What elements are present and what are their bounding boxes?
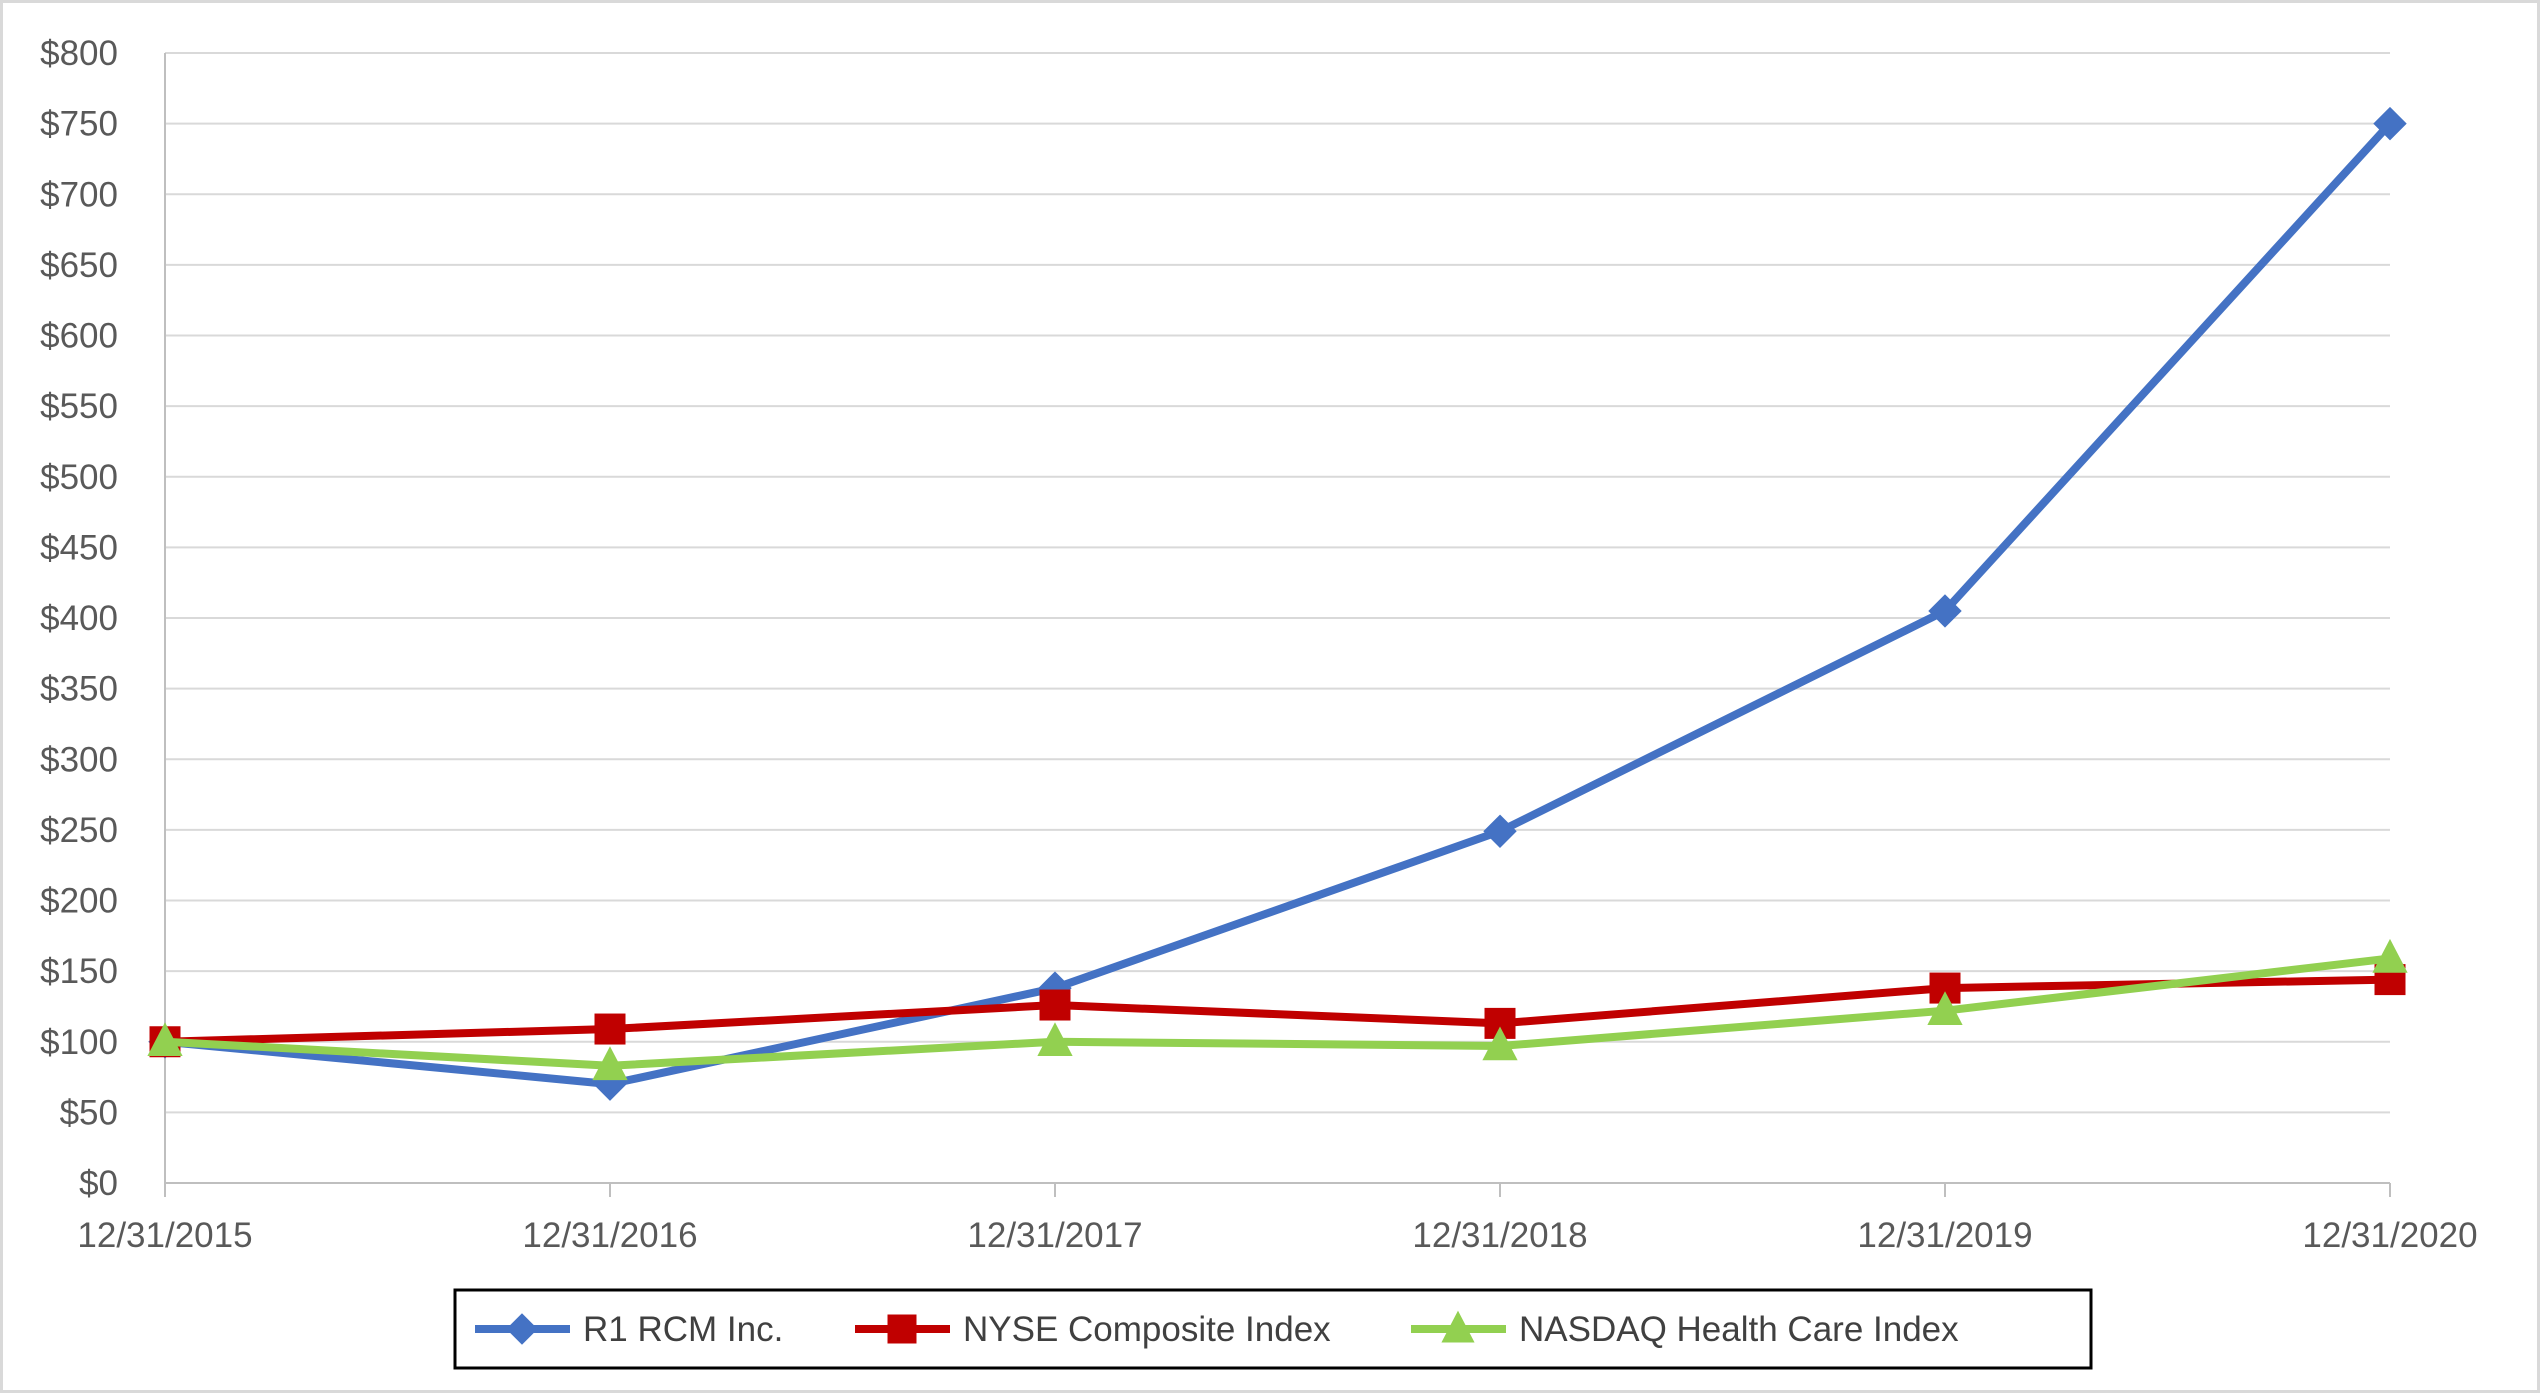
legend-label: R1 RCM Inc. bbox=[583, 1310, 783, 1349]
y-axis-tick-labels: $0 $50 $100 $150 $200 $250 $300 $350 $400 $450 $50… bbox=[40, 34, 118, 1203]
data-point-marker bbox=[594, 1013, 626, 1045]
y-tick-label: $0 bbox=[79, 1164, 118, 1203]
y-tick-label: $150 bbox=[40, 952, 118, 991]
y-tick-label: $800 bbox=[40, 34, 118, 73]
x-tick-label: 12/31/2017 bbox=[967, 1216, 1142, 1255]
y-tick-label: $450 bbox=[40, 528, 118, 567]
data-point-marker bbox=[147, 1022, 183, 1057]
legend-entry: NYSE Composite Index bbox=[855, 1310, 1331, 1349]
legend-box bbox=[453, 1288, 2093, 1370]
legend: R1 RCM Inc. NYSE Composite Index NASDAQ He… bbox=[453, 1288, 2093, 1370]
data-point-marker bbox=[1482, 1026, 1518, 1061]
series-line bbox=[161, 975, 2394, 1046]
series-0 bbox=[148, 106, 2407, 1101]
series-lines bbox=[147, 106, 2408, 1101]
data-point-marker bbox=[2372, 938, 2408, 973]
line-chart: $0 $50 $100 $150 $200 $250 $300 $350 $400 $450 $50… bbox=[40, 34, 2478, 1370]
y-tick-label: $600 bbox=[40, 317, 118, 356]
x-tick-label: 12/31/2020 bbox=[2302, 1216, 2477, 1255]
x-tick-label: 12/31/2016 bbox=[522, 1216, 697, 1255]
legend-entry: NASDAQ Health Care Index bbox=[1411, 1310, 1959, 1349]
axes bbox=[164, 53, 2391, 1197]
series-2 bbox=[147, 938, 2408, 1081]
y-tick-label: $550 bbox=[40, 387, 118, 426]
y-tick-label: $250 bbox=[40, 811, 118, 850]
y-tick-label: $300 bbox=[40, 740, 118, 779]
series-line bbox=[161, 119, 2394, 1089]
data-point-marker bbox=[1928, 594, 1962, 628]
x-tick-label: 12/31/2019 bbox=[1857, 1216, 2032, 1255]
legend-label: NYSE Composite Index bbox=[963, 1310, 1331, 1349]
legend-entry: R1 RCM Inc. bbox=[475, 1310, 783, 1349]
y-tick-label: $700 bbox=[40, 175, 118, 214]
gridlines bbox=[165, 52, 2390, 1114]
data-point-marker bbox=[1927, 991, 1963, 1025]
data-point-marker bbox=[1483, 814, 1517, 848]
data-point-marker bbox=[592, 1046, 628, 1081]
y-tick-label: $200 bbox=[40, 882, 118, 921]
legend-label: NASDAQ Health Care Index bbox=[1519, 1310, 1959, 1349]
y-tick-label: $100 bbox=[40, 1023, 118, 1062]
legend-swatch-marker bbox=[887, 1314, 917, 1344]
y-tick-label: $350 bbox=[40, 670, 118, 709]
data-point-marker bbox=[1039, 989, 1071, 1021]
data-point-marker bbox=[2373, 106, 2407, 141]
y-tick-label: $500 bbox=[40, 458, 118, 497]
series-line bbox=[161, 954, 2394, 1070]
x-tick-label: 12/31/2018 bbox=[1412, 1216, 1587, 1255]
data-point-marker bbox=[1037, 1022, 1073, 1057]
legend-swatch-marker bbox=[506, 1313, 538, 1345]
x-axis-tick-labels: 12/31/2015 12/31/2016 12/31/2017 12/31/2018… bbox=[77, 1216, 2477, 1255]
x-tick-label: 12/31/2015 bbox=[77, 1216, 252, 1255]
y-tick-label: $400 bbox=[40, 599, 118, 638]
y-tick-label: $650 bbox=[40, 246, 118, 285]
y-tick-label: $750 bbox=[40, 105, 118, 144]
legend-swatch-marker bbox=[1441, 1310, 1475, 1343]
y-tick-label: $50 bbox=[60, 1093, 118, 1132]
